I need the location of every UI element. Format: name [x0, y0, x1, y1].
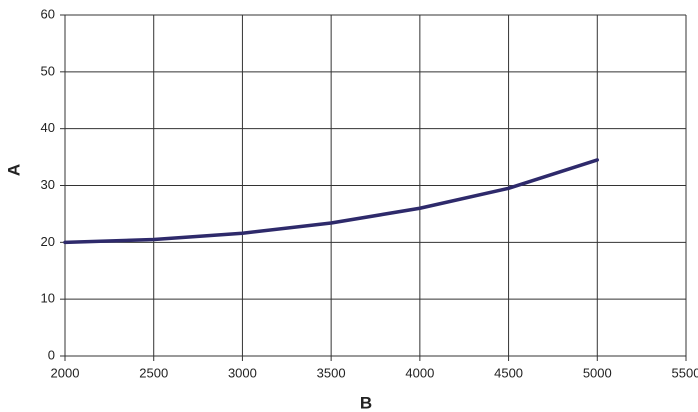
- x-tick-label: 5000: [583, 365, 612, 380]
- y-tick-label: 10: [41, 291, 55, 306]
- y-tick-label: 40: [41, 120, 55, 135]
- x-tick-label: 5500: [672, 365, 698, 380]
- y-tick-label: 20: [41, 234, 55, 249]
- data-line: [63, 158, 600, 245]
- x-axis-title: B: [360, 393, 372, 412]
- y-tick-label: 30: [41, 177, 55, 192]
- y-tick-label: 0: [48, 347, 55, 362]
- x-tick-label: 4000: [405, 365, 434, 380]
- y-tick-label: 50: [41, 63, 55, 78]
- x-tick-label: 2000: [51, 365, 80, 380]
- x-tick-label: 4500: [494, 365, 523, 380]
- y-axis-title: A: [4, 164, 23, 176]
- x-tick-label: 3500: [317, 365, 346, 380]
- y-tick-label: 60: [41, 6, 55, 21]
- x-tick-label: 3000: [228, 365, 257, 380]
- x-tick-label: 2500: [139, 365, 168, 380]
